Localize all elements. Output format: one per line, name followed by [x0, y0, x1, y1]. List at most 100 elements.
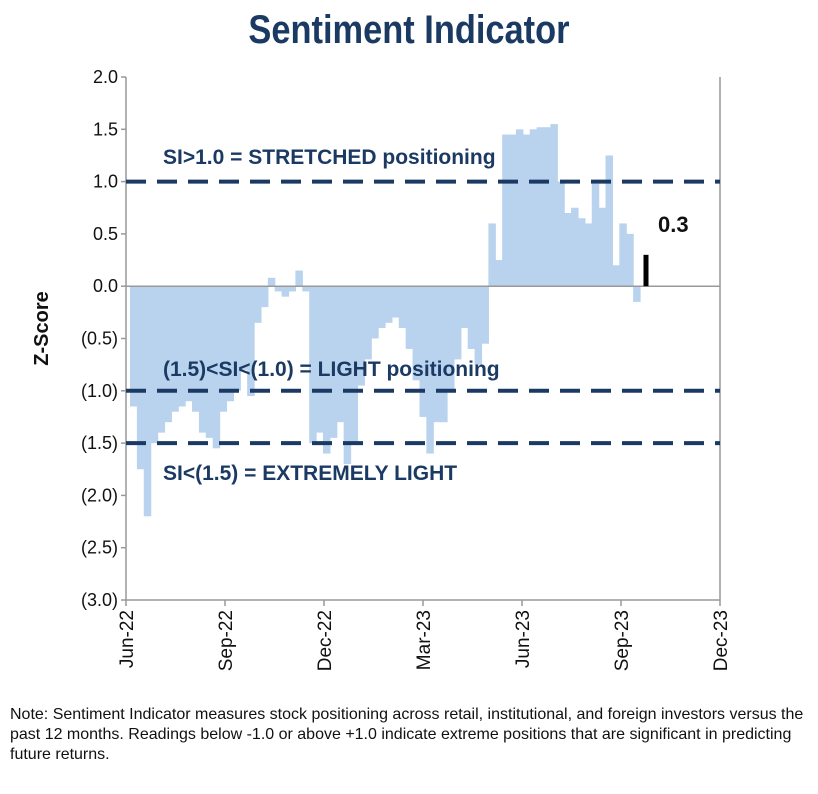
bar — [364, 286, 372, 360]
bar — [467, 286, 476, 349]
bar — [136, 286, 145, 470]
x-tick-label: Jun-22 — [117, 610, 138, 668]
threshold-label: SI<(1.5) = EXTREMELY LIGHT — [163, 462, 457, 485]
bar — [509, 134, 517, 287]
bar — [281, 286, 290, 297]
bar — [240, 286, 248, 370]
y-tick-label: 1.0 — [93, 172, 118, 192]
bar — [447, 286, 455, 391]
x-tick-label: Jun-23 — [513, 610, 534, 668]
bar — [495, 260, 503, 287]
bar — [453, 286, 462, 360]
bar — [157, 286, 166, 433]
bar — [529, 129, 538, 287]
x-tick-label: Dec-22 — [315, 610, 336, 671]
bar — [577, 218, 586, 287]
bar — [626, 233, 634, 287]
bar — [619, 223, 627, 287]
bar — [571, 207, 579, 287]
threshold-layer — [126, 179, 720, 446]
bar — [185, 286, 193, 402]
bar — [164, 286, 172, 423]
bar — [143, 286, 152, 517]
bar — [198, 286, 207, 433]
bar — [564, 212, 572, 287]
bar — [385, 286, 393, 323]
bar — [426, 286, 434, 454]
bar — [295, 270, 303, 287]
bar — [378, 286, 386, 329]
bar — [254, 286, 262, 323]
y-tick-label: 1.5 — [93, 119, 118, 139]
y-tick-label: 2.0 — [93, 67, 118, 87]
bar — [322, 286, 331, 454]
bar — [605, 155, 614, 287]
y-tick-label: (0.5) — [81, 329, 118, 349]
bar — [398, 286, 407, 329]
y-tick-label: (3.0) — [81, 590, 118, 610]
latest-value-label: 0.3 — [658, 212, 689, 237]
threshold-label: SI>1.0 = STRETCHED positioning — [163, 146, 496, 169]
y-tick-label: (2.0) — [81, 485, 118, 505]
bar — [371, 286, 379, 339]
bar — [433, 286, 441, 423]
bar — [171, 286, 179, 412]
bar — [419, 286, 427, 417]
bar — [412, 286, 421, 381]
y-tick-label: (2.5) — [81, 538, 118, 558]
y-tick-label: (1.5) — [81, 433, 118, 453]
bar — [405, 286, 414, 349]
bar — [336, 286, 345, 423]
bar — [192, 286, 200, 412]
bar — [260, 286, 269, 308]
axes-layer — [121, 76, 721, 606]
bar — [591, 183, 600, 287]
bar — [502, 134, 510, 287]
bars-layer — [130, 124, 641, 517]
bar — [205, 286, 214, 438]
bar — [329, 286, 338, 438]
bar — [550, 124, 558, 287]
bar — [357, 286, 365, 386]
bar — [598, 207, 607, 287]
bar — [267, 277, 276, 287]
bar — [633, 286, 641, 302]
bar — [316, 286, 324, 433]
bar — [247, 286, 255, 397]
bar — [130, 286, 138, 407]
bar — [212, 286, 221, 449]
labels-layer: 2.0 1.5 1.0 0.5 0.0 (0.5) (1.0) (1.5) (2.0) (2.5)… — [31, 67, 732, 671]
chart-note: Note: Sentiment Indicator measures stock… — [10, 706, 804, 763]
x-tick-label: Mar-23 — [414, 610, 435, 670]
bar — [178, 286, 186, 407]
bar — [612, 265, 620, 287]
bar — [233, 286, 241, 391]
bar — [302, 286, 310, 292]
bar — [288, 286, 296, 292]
chart-title: Sentiment Indicator — [248, 8, 570, 52]
x-tick-label: Sep-23 — [612, 610, 633, 671]
bar — [584, 223, 593, 287]
bar — [543, 127, 551, 287]
bar — [557, 181, 565, 287]
bar — [460, 286, 469, 329]
bar — [350, 286, 359, 444]
bar — [226, 286, 234, 402]
y-tick-label: 0.0 — [93, 276, 118, 296]
x-tick-label: Sep-22 — [216, 610, 237, 671]
bar — [481, 286, 489, 344]
bar — [309, 286, 317, 444]
x-tick-label: Dec-23 — [711, 610, 732, 671]
chart-plot: 2.0 1.5 1.0 0.5 0.0 (0.5) (1.0) (1.5) (2.0) (2.5)… — [31, 67, 732, 671]
bar — [150, 286, 159, 444]
y-axis-title: Z-Score — [31, 291, 53, 365]
bar — [440, 286, 448, 423]
bar — [343, 286, 352, 465]
bar — [474, 286, 483, 365]
threshold-label: (1.5)<SI<(1.0) = LIGHT positioning — [163, 358, 500, 381]
y-tick-label: 0.5 — [93, 224, 118, 244]
bar — [219, 286, 228, 412]
bar — [391, 286, 400, 318]
bar — [488, 223, 496, 287]
bar — [536, 127, 545, 287]
